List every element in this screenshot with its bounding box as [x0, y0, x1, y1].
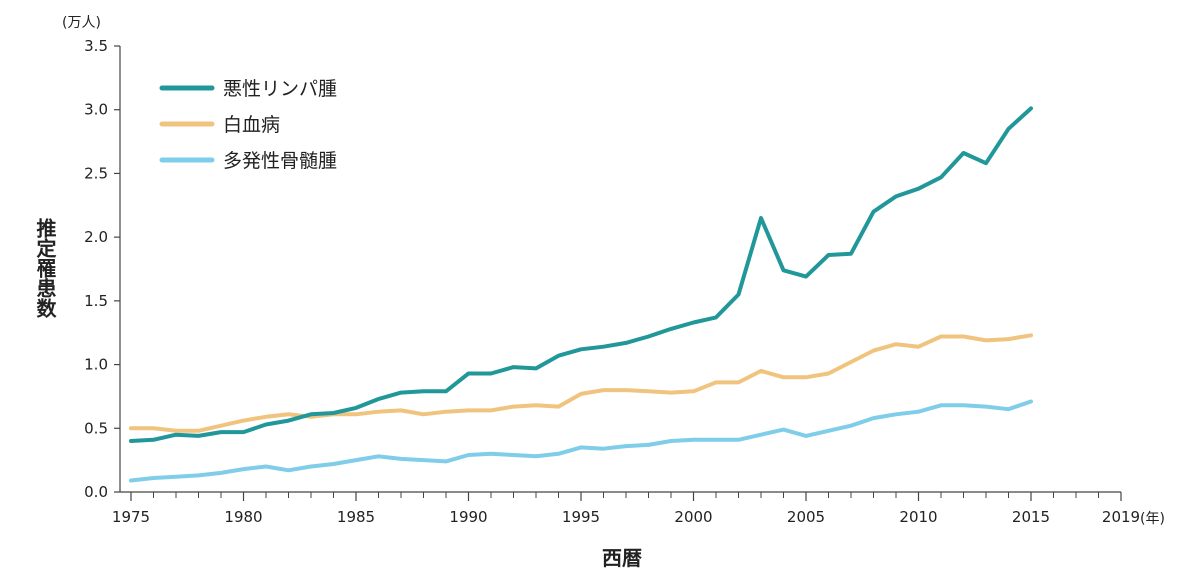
y-tick-label: 0.0 [84, 483, 108, 501]
y-tick-label: 2.0 [84, 228, 108, 246]
legend-label: 多発性骨髄腫 [223, 150, 337, 172]
legend-label: 悪性リンパ腫 [223, 78, 337, 100]
x-tick-label: 1985 [337, 508, 375, 526]
y-axis-title: 推定罹患数 [33, 217, 57, 319]
series-line [129, 333, 1033, 433]
x-tick-label: 2000 [674, 508, 712, 526]
y-tick-label: 0.5 [84, 419, 108, 437]
x-tick-label: 1990 [449, 508, 487, 526]
series-line [129, 399, 1033, 483]
x-tick-label: 1995 [562, 508, 600, 526]
x-tick-label: 2010 [899, 508, 937, 526]
x-tick-label: 2019 [1102, 508, 1140, 526]
y-tick-label: 1.0 [84, 356, 108, 374]
x-tick-label: 1975 [112, 508, 150, 526]
y-tick-label: 2.5 [84, 164, 108, 182]
y-tick-label: 3.5 [84, 37, 108, 55]
y-tick-label: 1.5 [84, 292, 108, 310]
y-unit-label: (万人) [62, 15, 101, 31]
legend-label: 白血病 [223, 114, 280, 136]
y-tick-label: 3.0 [84, 101, 108, 119]
series-line [129, 106, 1033, 443]
axes [119, 46, 1121, 493]
x-tick-label: 1980 [224, 508, 262, 526]
x-tick-label: 2015 [1012, 508, 1050, 526]
x-tick-label: 2005 [787, 508, 825, 526]
x-unit-label: (年) [1140, 511, 1165, 527]
ticks: 0.0 0.5 1.0 1.5 2.0 2.5 3.0 3.5 1975 1980 1985 1990… [84, 37, 1140, 526]
x-axis-title: 西暦 [602, 546, 642, 570]
series-lines [129, 106, 1033, 483]
